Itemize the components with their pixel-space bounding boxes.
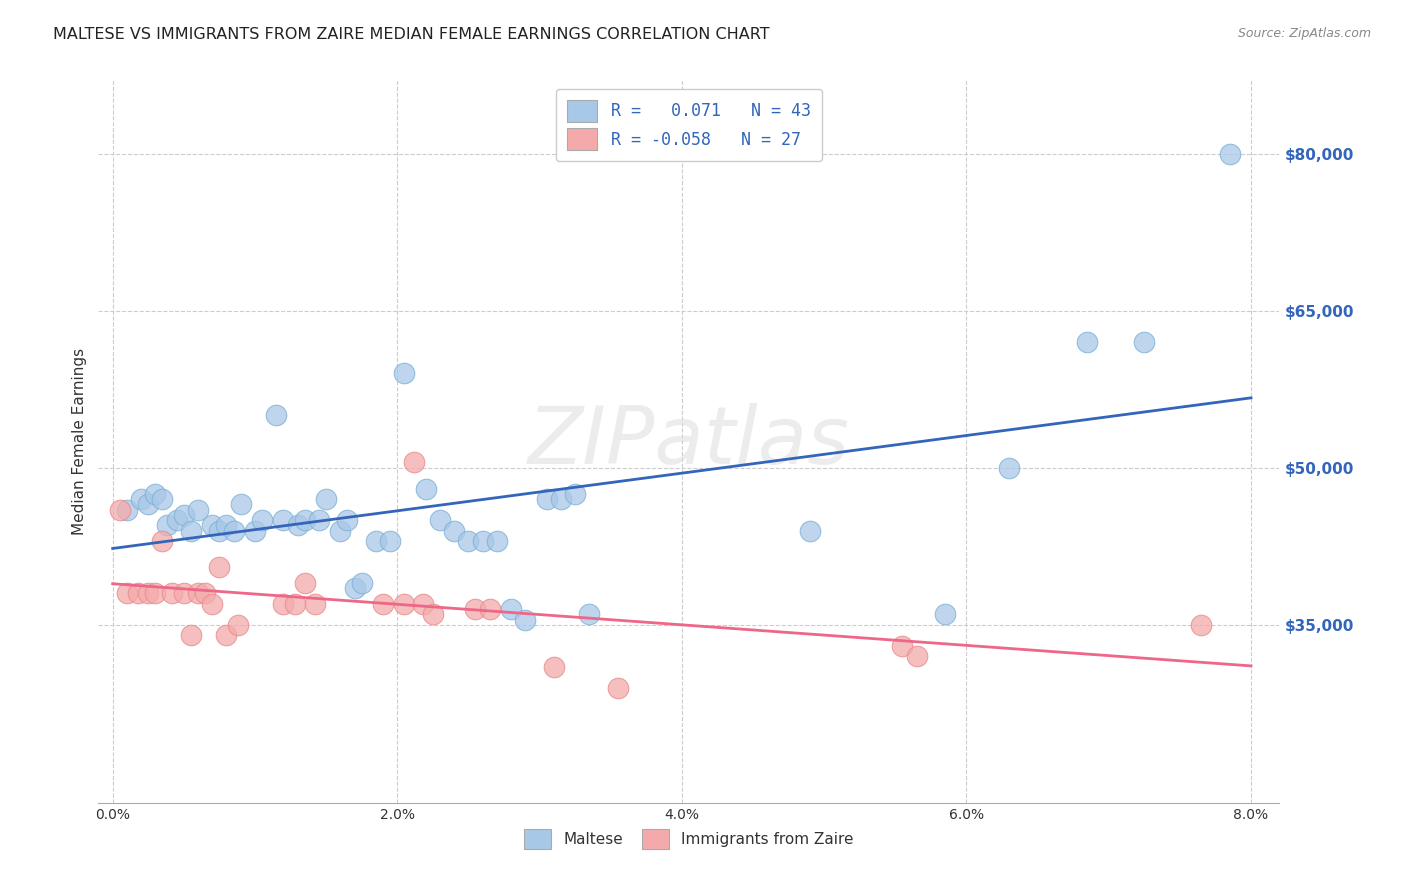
Text: MALTESE VS IMMIGRANTS FROM ZAIRE MEDIAN FEMALE EARNINGS CORRELATION CHART: MALTESE VS IMMIGRANTS FROM ZAIRE MEDIAN … <box>53 27 770 42</box>
Point <box>284 597 307 611</box>
Point <box>294 575 316 590</box>
Point <box>273 597 295 611</box>
Text: ZIPatlas: ZIPatlas <box>527 402 851 481</box>
Point <box>336 513 359 527</box>
Point <box>273 513 295 527</box>
Point <box>308 513 330 527</box>
Point <box>187 586 209 600</box>
Point <box>404 455 426 469</box>
Point <box>215 628 238 642</box>
Point <box>1133 334 1156 349</box>
Point <box>229 497 252 511</box>
Point <box>266 409 288 423</box>
Point <box>208 560 231 574</box>
Point <box>136 497 159 511</box>
Point <box>905 649 928 664</box>
Point <box>304 597 326 611</box>
Point <box>208 524 231 538</box>
Point <box>536 492 558 507</box>
Y-axis label: Median Female Earnings: Median Female Earnings <box>72 348 87 535</box>
Point <box>364 534 387 549</box>
Point <box>143 487 166 501</box>
Point <box>422 607 444 622</box>
Point <box>499 602 522 616</box>
Point <box>173 586 195 600</box>
Point <box>457 534 479 549</box>
Point <box>371 597 394 611</box>
Point <box>166 513 188 527</box>
Point <box>934 607 956 622</box>
Point <box>250 513 273 527</box>
Point <box>201 518 224 533</box>
Point <box>485 534 508 549</box>
Point <box>799 524 821 538</box>
Point <box>1076 334 1098 349</box>
Point <box>891 639 914 653</box>
Point <box>394 367 416 381</box>
Point <box>226 617 249 632</box>
Point <box>606 681 628 695</box>
Point <box>543 659 565 673</box>
Point <box>143 586 166 600</box>
Point <box>173 508 195 522</box>
Point <box>187 502 209 516</box>
Point <box>415 482 437 496</box>
Point <box>412 597 434 611</box>
Point <box>329 524 352 538</box>
Point <box>127 586 149 600</box>
Legend: Maltese, Immigrants from Zaire: Maltese, Immigrants from Zaire <box>516 822 862 856</box>
Point <box>108 502 131 516</box>
Point <box>343 581 366 595</box>
Point <box>550 492 572 507</box>
Point <box>294 513 316 527</box>
Point <box>443 524 465 538</box>
Point <box>152 534 174 549</box>
Point <box>429 513 451 527</box>
Text: Source: ZipAtlas.com: Source: ZipAtlas.com <box>1237 27 1371 40</box>
Point <box>115 502 138 516</box>
Point <box>180 628 202 642</box>
Point <box>156 518 179 533</box>
Point <box>243 524 266 538</box>
Point <box>1219 146 1241 161</box>
Point <box>315 492 337 507</box>
Point <box>201 597 224 611</box>
Point <box>464 602 486 616</box>
Point <box>394 597 416 611</box>
Point <box>1189 617 1212 632</box>
Point <box>222 524 245 538</box>
Point <box>378 534 401 549</box>
Point <box>998 460 1021 475</box>
Point <box>564 487 586 501</box>
Point <box>129 492 152 507</box>
Point <box>194 586 217 600</box>
Point <box>350 575 373 590</box>
Point <box>478 602 501 616</box>
Point <box>578 607 600 622</box>
Point <box>515 613 537 627</box>
Point <box>115 586 138 600</box>
Point <box>152 492 174 507</box>
Point <box>287 518 309 533</box>
Point <box>180 524 202 538</box>
Point <box>136 586 159 600</box>
Point <box>162 586 184 600</box>
Point <box>215 518 238 533</box>
Point <box>471 534 494 549</box>
